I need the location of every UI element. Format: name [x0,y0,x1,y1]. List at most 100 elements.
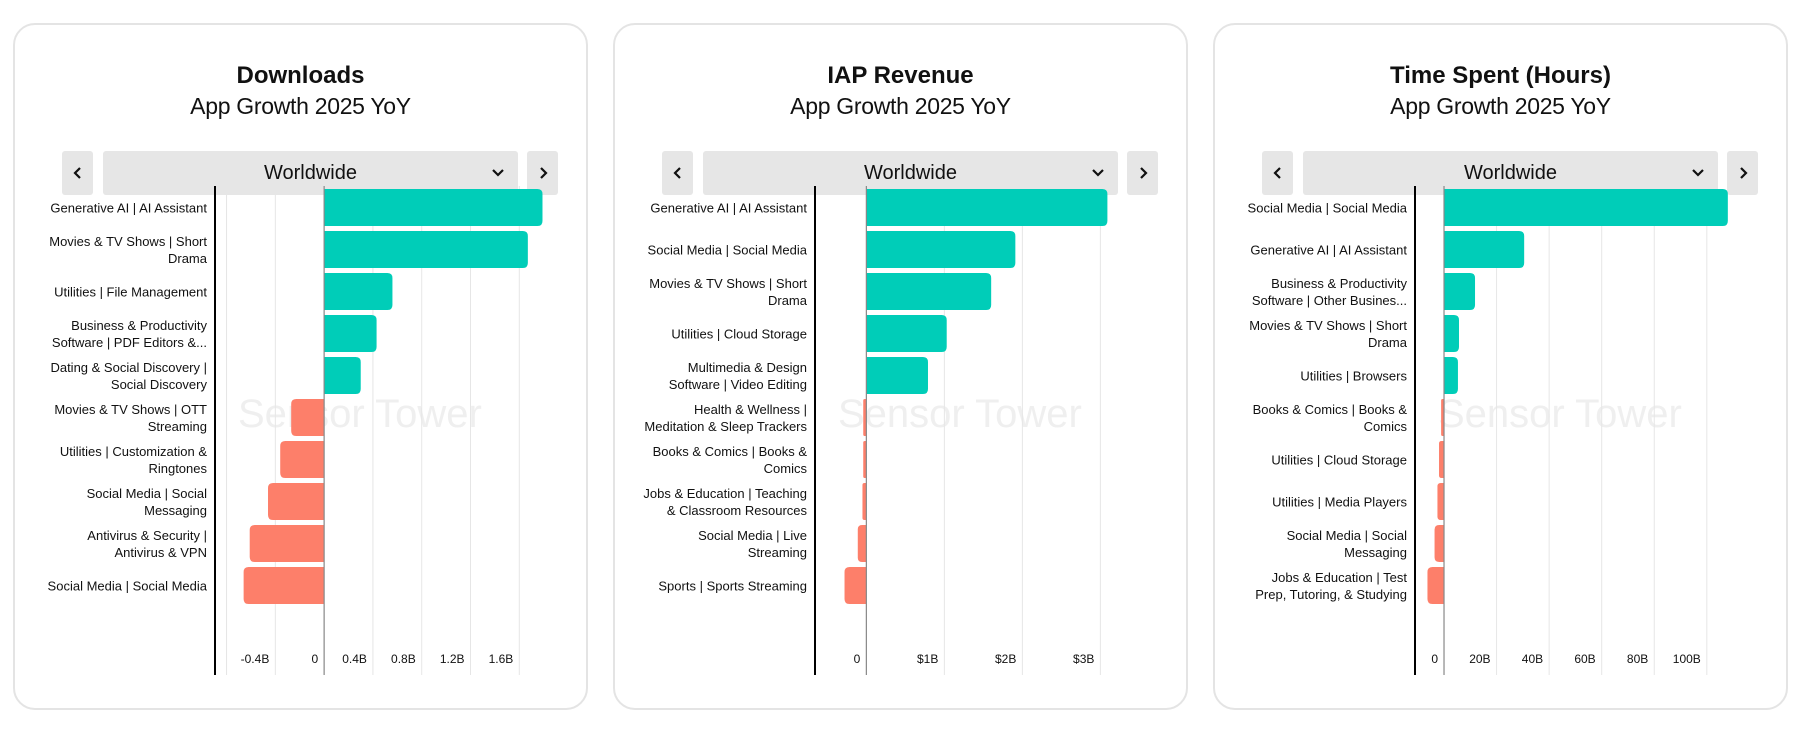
category-label: Multimedia & Design Software | Video Edit… [669,360,807,392]
prev-button[interactable] [662,151,693,195]
bar[interactable] [844,567,867,604]
bar[interactable] [1434,525,1445,562]
card-subtitle: App Growth 2025 YoY [190,93,411,119]
category-label: Social Media | Social Media [48,579,208,594]
bar[interactable] [280,441,325,478]
card-title: IAP Revenue [827,62,974,89]
prev-button[interactable] [62,151,93,195]
chevron-down-icon [1692,169,1704,177]
bar[interactable] [291,399,325,436]
bar[interactable] [324,189,543,226]
tick-label: 1.2B [440,652,465,666]
category-label: Social Media | Social Media [648,243,808,258]
bar[interactable] [863,441,867,478]
chart-svg: Sensor Tower Generative AI | AI Assistant… [643,186,1108,675]
watermark: Sensor Tower [238,392,482,436]
downloads-chart: Sensor Tower Generative AI | AI Assistant… [15,25,590,712]
category-label: Antivirus & Security | Antivirus & VPN [87,528,207,560]
region-dropdown[interactable]: Worldwide [703,151,1118,195]
bar[interactable] [1439,441,1445,478]
category-label: Social Media | Social Messaging [87,486,208,518]
bar[interactable] [1441,399,1445,436]
next-button[interactable] [1127,151,1158,195]
bar[interactable] [866,231,1016,268]
category-label: Utilities | Cloud Storage [671,327,807,342]
bar[interactable] [1444,315,1459,352]
region-dropdown[interactable]: Worldwide [103,151,518,195]
tick-label: $2B [995,652,1016,666]
category-label: Movies & TV Shows | Short Drama [49,234,208,266]
bar[interactable] [866,315,947,352]
bar[interactable] [324,315,377,352]
tick-label: 20B [1469,652,1490,666]
bar[interactable] [857,525,867,562]
category-label: Movies & TV Shows | Short Drama [649,276,808,308]
tick-label: 0 [854,652,861,666]
category-label: Utilities | Cloud Storage [1271,453,1407,468]
category-label: Utilities | Customization & Ringtones [60,444,208,476]
category-label: Sports | Sports Streaming [658,579,807,594]
bar[interactable] [324,273,393,310]
card-title: Downloads [236,62,365,89]
category-label: Utilities | File Management [54,285,207,300]
next-button[interactable] [527,151,558,195]
tick-label: -0.4B [241,652,270,666]
region-value: Worldwide [1464,162,1557,184]
category-label: Jobs & Education | Teaching & Classroom R… [643,486,807,518]
tick-label: 0.4B [342,652,367,666]
bar[interactable] [863,399,867,436]
category-label: Generative AI | AI Assistant [650,201,807,216]
tick-label: 80B [1627,652,1648,666]
bar[interactable] [324,357,361,394]
bar[interactable] [866,189,1108,226]
bar[interactable] [243,567,325,604]
iap-revenue-chart: Sensor Tower Generative AI | AI Assistant… [615,25,1190,712]
next-button[interactable] [1727,151,1758,195]
category-label: Business & Productivity Software | Other … [1252,276,1408,308]
category-label: Dating & Social Discovery | Social Discov… [50,360,207,392]
card-title: Time Spent (Hours) [1390,62,1611,89]
chevron-right-icon [539,167,548,179]
category-label: Movies & TV Shows | Short Drama [1249,318,1408,350]
bar[interactable] [862,483,867,520]
bar[interactable] [249,525,325,562]
region-value: Worldwide [864,162,957,184]
chart-svg: Sensor Tower Generative AI | AI Assistant… [48,186,543,675]
category-label: Utilities | Browsers [1300,369,1407,384]
region-dropdown[interactable]: Worldwide [1303,151,1718,195]
tick-label: 0 [311,652,318,666]
bar[interactable] [324,231,528,268]
bar[interactable] [268,483,325,520]
bar[interactable] [866,357,928,394]
tick-label: $1B [917,652,938,666]
chevron-down-icon [492,169,504,177]
tick-label: $3B [1073,652,1094,666]
tick-label: 60B [1574,652,1595,666]
tick-label: 40B [1522,652,1543,666]
bar[interactable] [1444,231,1525,268]
bar[interactable] [1427,567,1445,604]
tick-label: 0 [1431,652,1438,666]
category-label: Social Media | Social Messaging [1287,528,1408,560]
prev-button[interactable] [1262,151,1293,195]
card-subtitle: App Growth 2025 YoY [1390,93,1611,119]
category-label: Movies & TV Shows | OTT Streaming [54,402,207,434]
bar[interactable] [1444,357,1458,394]
tick-label: 0.8B [391,652,416,666]
card-subtitle: App Growth 2025 YoY [790,93,1011,119]
bar[interactable] [1444,273,1476,310]
time-spent-chart: Sensor Tower Social Media | Social Media G… [1215,25,1790,712]
bar[interactable] [1444,189,1728,226]
bar[interactable] [1437,483,1445,520]
category-label: Books & Comics | Books & Comics [653,444,808,476]
chevron-down-icon [1092,169,1104,177]
time-spent-card: Time Spent (Hours) App Growth 2025 YoY W… [1213,23,1788,710]
iap-revenue-card: IAP Revenue App Growth 2025 YoY Worldwid… [613,23,1188,710]
chevron-right-icon [1739,167,1748,179]
chevron-left-icon [72,167,81,179]
chevron-right-icon [1139,167,1148,179]
bar[interactable] [866,273,992,310]
category-label: Health & Wellness | Meditation & Sleep Tr… [644,402,807,434]
watermark: Sensor Tower [838,392,1082,436]
category-label: Generative AI | AI Assistant [50,201,207,216]
